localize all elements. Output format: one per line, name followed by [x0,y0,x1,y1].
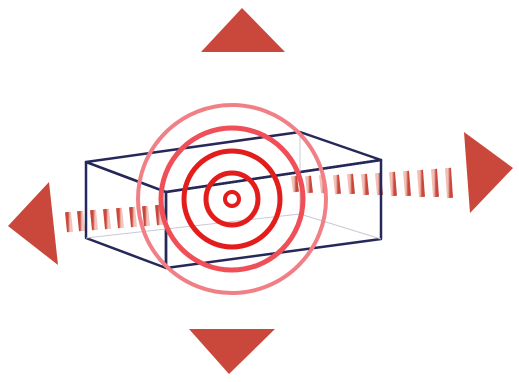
concentric-rings-icon [136,103,328,295]
arrow-down-icon [189,266,275,374]
arrow-up-icon [201,8,285,118]
arrow-left-icon [8,182,163,265]
arrow-right-icon [291,132,513,213]
